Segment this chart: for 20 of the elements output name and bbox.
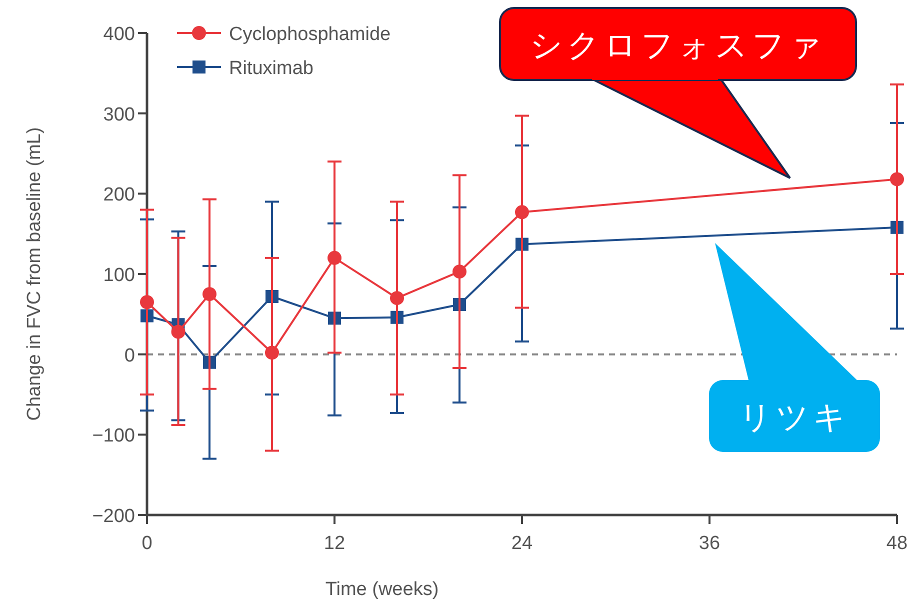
y-tick-label: 0	[124, 345, 135, 366]
x-tick-label: 0	[142, 533, 152, 554]
y-tick-label: 100	[103, 265, 135, 286]
legend-label: Cyclophosphamide	[229, 24, 391, 45]
x-tick-label: 24	[511, 533, 533, 554]
annotation: シクロフォスファ	[530, 26, 826, 64]
x-tick-label: 48	[886, 533, 908, 554]
legend-item: Rituximab	[177, 58, 314, 79]
y-tick-label: 300	[103, 104, 135, 126]
x-tick-label: 12	[324, 533, 346, 554]
y-tick-label: −100	[92, 426, 135, 447]
legend-label: Rituximab	[229, 58, 314, 79]
y-tick-label: 400	[103, 24, 135, 45]
x-tick-label: 36	[698, 533, 720, 554]
legend-item: Cyclophosphamide	[177, 24, 391, 45]
y-tick-label: 200	[103, 184, 135, 206]
x-axis-title: Time (weeks)	[325, 579, 439, 600]
y-axis-title: Change in FVC from baseline (mL)	[24, 127, 45, 421]
y-tick-label: −200	[92, 506, 135, 527]
annotation: リツキ	[739, 398, 850, 436]
